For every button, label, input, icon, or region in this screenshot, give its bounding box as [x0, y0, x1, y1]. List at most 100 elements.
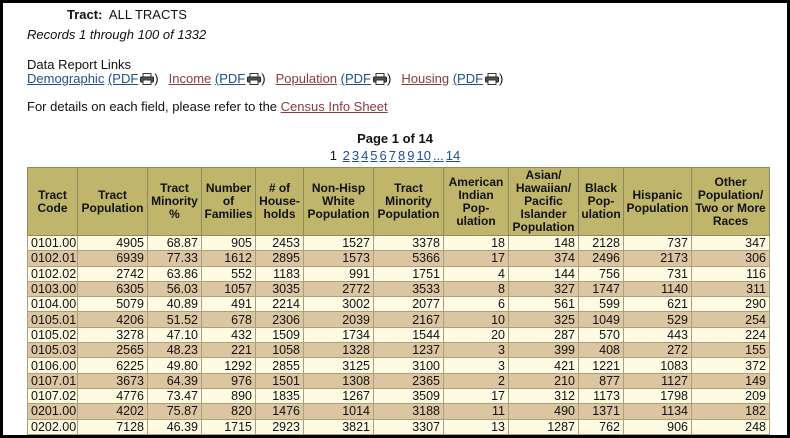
- column-header: Tract Minority Population: [373, 167, 444, 236]
- data-cell: 1173: [578, 387, 624, 405]
- data-cell: 2077: [373, 296, 444, 313]
- report-link[interactable]: Demographic: [27, 71, 105, 86]
- data-cell: 991: [303, 265, 374, 282]
- pdf-label: (PDF: [452, 71, 484, 86]
- page-link[interactable]: 6: [379, 148, 387, 163]
- tract-code-cell: 0105.01: [27, 311, 78, 328]
- page-link[interactable]: 5: [370, 148, 378, 163]
- data-cell: 408: [578, 342, 624, 359]
- data-cell: 68.87: [147, 234, 202, 252]
- data-cell: 311: [691, 280, 770, 298]
- data-cell: 2496: [578, 250, 624, 267]
- table-row: 0105.03 2565 48.23 221 1058 1328 1237 3 399 408 27…: [27, 342, 770, 359]
- report-link[interactable]: Population: [275, 71, 338, 86]
- data-cell: 1715: [201, 418, 256, 435]
- data-cell: 2167: [373, 311, 444, 328]
- tract-code-cell: 0202.00: [27, 418, 78, 435]
- data-cell: 432: [201, 326, 256, 344]
- table-row: 0102.02 2742 63.86 552 1183 991 1751 4 144 756 731…: [27, 265, 770, 282]
- page-link[interactable]: 2: [342, 148, 350, 163]
- data-cell: 5079: [77, 296, 148, 313]
- data-cell: 1501: [255, 372, 304, 389]
- data-cell: 287: [508, 326, 579, 344]
- page-link[interactable]: 4: [361, 148, 369, 163]
- data-cell: 224: [691, 326, 770, 344]
- report-link[interactable]: Income: [168, 71, 212, 86]
- links-title: Data Report Links: [27, 57, 132, 72]
- census-info-link[interactable]: Census Info Sheet: [280, 99, 388, 114]
- data-cell: 1476: [255, 403, 304, 420]
- pdf-label: (PDF: [340, 71, 372, 86]
- data-cell: 73.47: [147, 387, 202, 405]
- table-row: 0103.00 6305 56.03 1057 3035 2772 3533 8 327 1747…: [27, 280, 770, 298]
- tract-code-cell: 0106.00: [27, 357, 78, 374]
- page-link[interactable]: 8: [398, 148, 406, 163]
- current-page: 1: [329, 148, 337, 163]
- pdf-icon: [247, 73, 262, 85]
- column-header: Number of Families: [201, 167, 256, 236]
- tract-table: Tract Code Tract Population Tract Minority…: [27, 167, 770, 435]
- data-cell: 3278: [77, 326, 148, 344]
- page-link[interactable]: ...: [432, 148, 444, 163]
- report-link-group: Demographic (PDF): [27, 71, 159, 86]
- data-cell: 490: [508, 403, 579, 420]
- pdf-link[interactable]: (PDF: [215, 71, 262, 86]
- data-cell: 272: [623, 342, 692, 359]
- data-cell: 17: [443, 250, 509, 267]
- data-cell: 47.10: [147, 326, 202, 344]
- data-cell: 10: [443, 311, 509, 328]
- data-cell: 2855: [255, 357, 304, 374]
- pagination: 1 2 3 4 5 6 7 8 9 10... 14: [3, 148, 787, 163]
- data-cell: 149: [691, 372, 770, 389]
- data-cell: 1835: [255, 387, 304, 405]
- table-row: 0106.00 6225 49.80 1292 2855 3125 3100 3 421 1221…: [27, 357, 770, 374]
- table-row: 0104.00 5079 40.89 491 2214 3002 2077 6 561 599 62…: [27, 296, 770, 313]
- data-cell: 3002: [303, 296, 374, 313]
- pdf-link[interactable]: (PDF: [452, 71, 500, 86]
- data-cell: 552: [201, 265, 256, 282]
- page-link[interactable]: 10: [416, 148, 431, 163]
- data-cell: 529: [623, 311, 692, 328]
- table-row: 0102.01 6939 77.33 1612 2895 1573 5366 17 374 249…: [27, 250, 770, 267]
- data-cell: 2214: [255, 296, 304, 313]
- data-cell: 3821: [303, 418, 374, 435]
- pdf-close: ): [261, 71, 266, 86]
- data-cell: 1267: [303, 387, 374, 405]
- data-cell: 1308: [303, 372, 374, 389]
- data-cell: 7128: [77, 418, 148, 435]
- data-cell: 290: [691, 296, 770, 313]
- table-row: 0105.01 4206 51.52 678 2306 2039 2167 10 325 1049…: [27, 311, 770, 328]
- page-link[interactable]: 14: [445, 148, 461, 163]
- data-cell: 1014: [303, 403, 374, 420]
- page-link[interactable]: 7: [388, 148, 396, 163]
- pdf-link[interactable]: (PDF: [107, 71, 155, 86]
- data-cell: 4776: [77, 387, 148, 405]
- data-cell: 48.23: [147, 342, 202, 359]
- data-cell: 570: [578, 326, 624, 344]
- data-cell: 731: [623, 265, 692, 282]
- tract-code-cell: 0102.02: [27, 265, 78, 282]
- data-cell: 4: [443, 265, 509, 282]
- page-link[interactable]: 3: [351, 148, 360, 163]
- data-cell: 621: [623, 296, 692, 313]
- page-link[interactable]: 9: [407, 148, 415, 163]
- pdf-label: (PDF: [107, 71, 139, 86]
- data-cell: 1751: [373, 265, 444, 282]
- report-link[interactable]: Housing: [401, 71, 450, 86]
- data-cell: 2565: [77, 342, 148, 359]
- data-cell: 905: [201, 234, 256, 252]
- data-cell: 374: [508, 250, 579, 267]
- data-cell: 182: [691, 403, 770, 420]
- data-cell: 2453: [255, 234, 304, 252]
- pdf-link[interactable]: (PDF: [340, 71, 388, 86]
- data-cell: 3035: [255, 280, 304, 298]
- data-cell: 399: [508, 342, 579, 359]
- data-cell: 561: [508, 296, 579, 313]
- data-cell: 248: [691, 418, 770, 435]
- data-cell: 209: [691, 387, 770, 405]
- pdf-icon: [140, 73, 155, 85]
- data-cell: 17: [443, 387, 509, 405]
- tract-value: ALL TRACTS: [108, 7, 187, 22]
- data-cell: 325: [508, 311, 579, 328]
